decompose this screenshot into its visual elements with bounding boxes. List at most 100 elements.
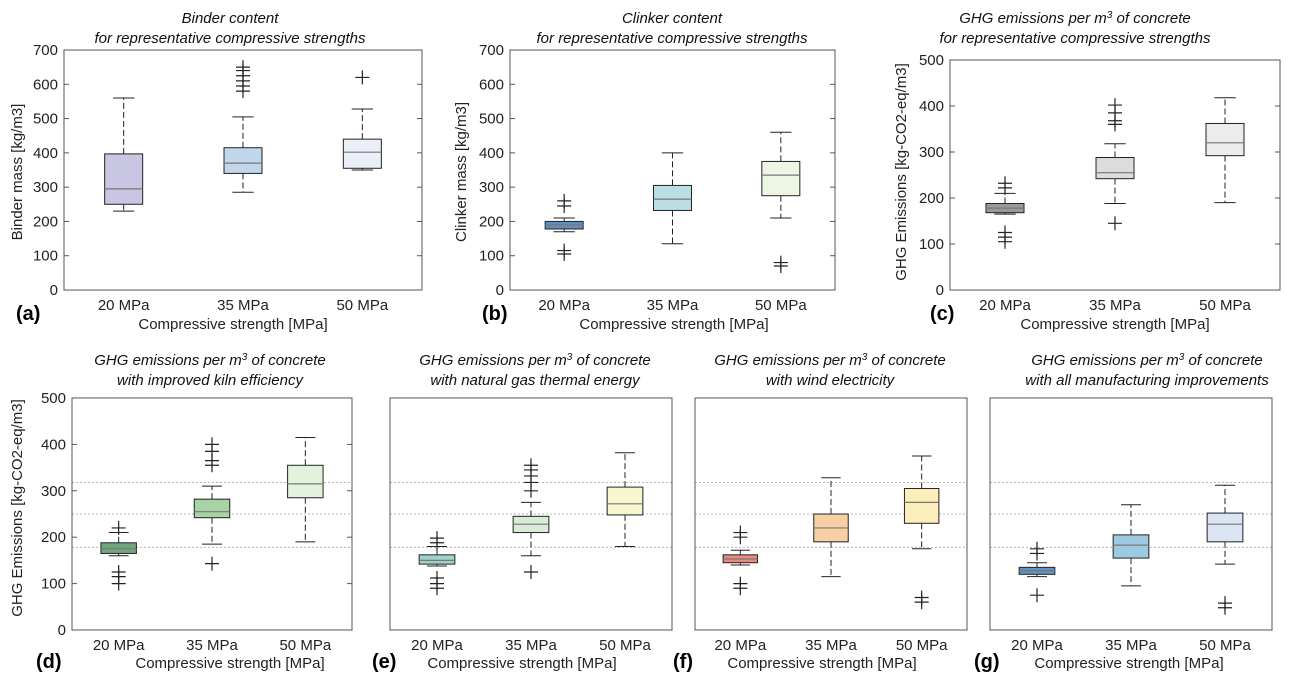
panel-b-ytick-label: 400: [479, 145, 504, 162]
panel-d-20-mpa-outlier-marker: [111, 520, 126, 535]
panel-g: GHG emissions per m3 of concrete with al…: [974, 352, 1273, 673]
panel-g-label: (g): [974, 651, 1000, 673]
panel-c-20-mpa-box: [985, 176, 1025, 249]
panel-b-xlabel: Compressive strength [MPa]: [579, 316, 768, 333]
panel-a-plot-frame: [63, 49, 423, 291]
panel-g-50-mpa-box: [1206, 484, 1244, 615]
panel-d-ytick-label: 0: [58, 622, 66, 639]
panel-a-50-mpa-category-label: 50 MPa: [336, 297, 388, 314]
panel-b-label: (b): [482, 303, 508, 325]
panel-f-50-mpa-box: [903, 455, 940, 610]
panel-e-label: (e): [372, 651, 396, 673]
panel-a-50-mpa-outlier-marker: [355, 70, 370, 85]
panel-a-35-mpa-box: [223, 60, 263, 193]
panel-c-20-mpa-category-label: 20 MPa: [979, 297, 1031, 314]
panel-e-title-line2: with natural gas thermal energy: [430, 372, 641, 389]
panel-e-20-mpa-iqr-box: [418, 554, 456, 565]
panel-g-title-line1: GHG emissions per m3 of concrete: [1031, 352, 1263, 370]
panel-e-35-mpa-box: [512, 458, 550, 579]
panel-f-plot-frame: [694, 397, 968, 631]
panel-g-35-mpa-box: [1112, 504, 1150, 587]
panel-c-title-line2: for representative compressive strengths: [940, 30, 1211, 47]
panel-d-20-mpa-box: [100, 520, 137, 591]
panel-c-ytick-label: 100: [919, 236, 944, 253]
panel-e-50-mpa-category-label: 50 MPa: [599, 637, 651, 654]
panel-d-35-mpa-iqr-box: [193, 498, 231, 519]
panel-a-ylabel: Binder mass [kg/m3]: [9, 104, 26, 241]
panel-c-plot-frame: [949, 59, 1281, 291]
panel-b-ylabel: Clinker mass [kg/m3]: [453, 102, 470, 242]
panel-a-title-line2: for representative compressive strengths: [95, 30, 366, 47]
panel-b-ytick-label: 300: [479, 179, 504, 196]
panel-g-plot-frame: [989, 397, 1273, 631]
panel-b-20-mpa-outlier-marker: [557, 243, 572, 258]
panel-e-35-mpa-outlier-marker: [524, 565, 538, 579]
panel-a-ytick-label: 0: [50, 282, 58, 299]
panel-d: GHG emissions per m3 of concrete with im…: [9, 352, 353, 673]
panel-d-50-mpa-box: [287, 436, 324, 543]
panel-c-ylabel: GHG Emissions [kg-CO2-eq/m3]: [893, 63, 910, 281]
panel-d-35-mpa-outlier-marker: [205, 556, 219, 571]
panel-c-20-mpa-outlier-marker: [998, 176, 1012, 191]
panel-c-50-mpa-box: [1205, 97, 1245, 204]
panel-g-20-mpa-box: [1018, 541, 1056, 603]
panel-c-title-line1: GHG emissions per m3 of concrete: [959, 10, 1191, 28]
panel-b-plot-frame: [509, 49, 836, 291]
panel-g-35-mpa-category-label: 35 MPa: [1105, 637, 1157, 654]
panel-b-ytick-label: 600: [479, 76, 504, 93]
panel-b: Clinker content for representative compr…: [453, 10, 836, 333]
panel-f-title-line2: with wind electricity: [766, 372, 896, 389]
panel-e: GHG emissions per m3 of concrete with na…: [372, 352, 673, 673]
panel-b-35-mpa-iqr-box: [653, 184, 692, 211]
panel-e-50-mpa-iqr-box: [606, 486, 644, 516]
panel-d-ytick-label: 400: [41, 436, 66, 453]
panel-b-ytick-label: 100: [479, 248, 504, 265]
panel-c-ytick-label: 500: [919, 52, 944, 69]
panel-e-plot-frame: [389, 397, 673, 631]
panel-d-50-mpa-category-label: 50 MPa: [279, 637, 331, 654]
panel-d-35-mpa-category-label: 35 MPa: [186, 637, 238, 654]
panel-c-xlabel: Compressive strength [MPa]: [1020, 316, 1209, 333]
panel-c-35-mpa-box: [1095, 98, 1135, 231]
panel-d-20-mpa-outlier-marker: [111, 565, 126, 579]
panel-c-50-mpa-category-label: 50 MPa: [1199, 297, 1251, 314]
panel-a: Binder content for representative compre…: [9, 10, 423, 333]
panel-b-35-mpa-category-label: 35 MPa: [647, 297, 699, 314]
panel-e-xlabel: Compressive strength [MPa]: [427, 655, 616, 672]
panel-f-label: (f): [673, 651, 693, 673]
panel-f-title-line1: GHG emissions per m3 of concrete: [714, 352, 946, 370]
panel-a-20-mpa-iqr-box: [104, 153, 144, 205]
panel-a-label: (a): [16, 303, 40, 325]
panel-c-35-mpa-outlier-marker: [1108, 98, 1122, 113]
panel-c-ytick-label: 300: [919, 144, 944, 161]
panel-f-35-mpa-box: [813, 477, 849, 578]
panel-e-35-mpa-outlier-marker: [524, 458, 538, 473]
panel-f-20-mpa-category-label: 20 MPa: [714, 637, 766, 654]
panel-a-20-mpa-category-label: 20 MPa: [98, 297, 150, 314]
panel-f-50-mpa-iqr-box: [903, 487, 940, 524]
panel-a-ytick-label: 600: [33, 76, 58, 93]
panel-f-35-mpa-category-label: 35 MPa: [805, 637, 857, 654]
panel-e-20-mpa-category-label: 20 MPa: [411, 637, 463, 654]
panel-c-50-mpa-iqr-box: [1205, 122, 1245, 157]
panel-f-20-mpa-outlier-marker: [733, 525, 748, 540]
panel-b-50-mpa-category-label: 50 MPa: [755, 297, 807, 314]
panel-b-ytick-label: 200: [479, 213, 504, 230]
panel-f-xlabel: Compressive strength [MPa]: [727, 655, 916, 672]
panel-f-20-mpa-outlier-marker: [733, 576, 748, 591]
panel-a-35-mpa-category-label: 35 MPa: [217, 297, 269, 314]
panel-e-title-line1: GHG emissions per m3 of concrete: [419, 352, 651, 370]
panel-f-50-mpa-category-label: 50 MPa: [896, 637, 948, 654]
panel-c-20-mpa-outlier-marker: [998, 225, 1012, 240]
panel-c-label: (c): [930, 303, 954, 325]
panel-g-35-mpa-iqr-box: [1112, 534, 1150, 559]
panel-d-ytick-label: 300: [41, 483, 66, 500]
panel-e-20-mpa-outlier-marker: [430, 571, 444, 586]
panel-a-ytick-label: 700: [33, 42, 58, 59]
panel-a-ytick-label: 300: [33, 179, 58, 196]
panel-g-20-mpa-outlier-marker: [1030, 541, 1044, 556]
panel-c: GHG emissions per m3 of concrete for rep…: [893, 10, 1281, 333]
panel-b-50-mpa-box: [761, 131, 801, 273]
panel-a-ytick-label: 200: [33, 213, 58, 230]
